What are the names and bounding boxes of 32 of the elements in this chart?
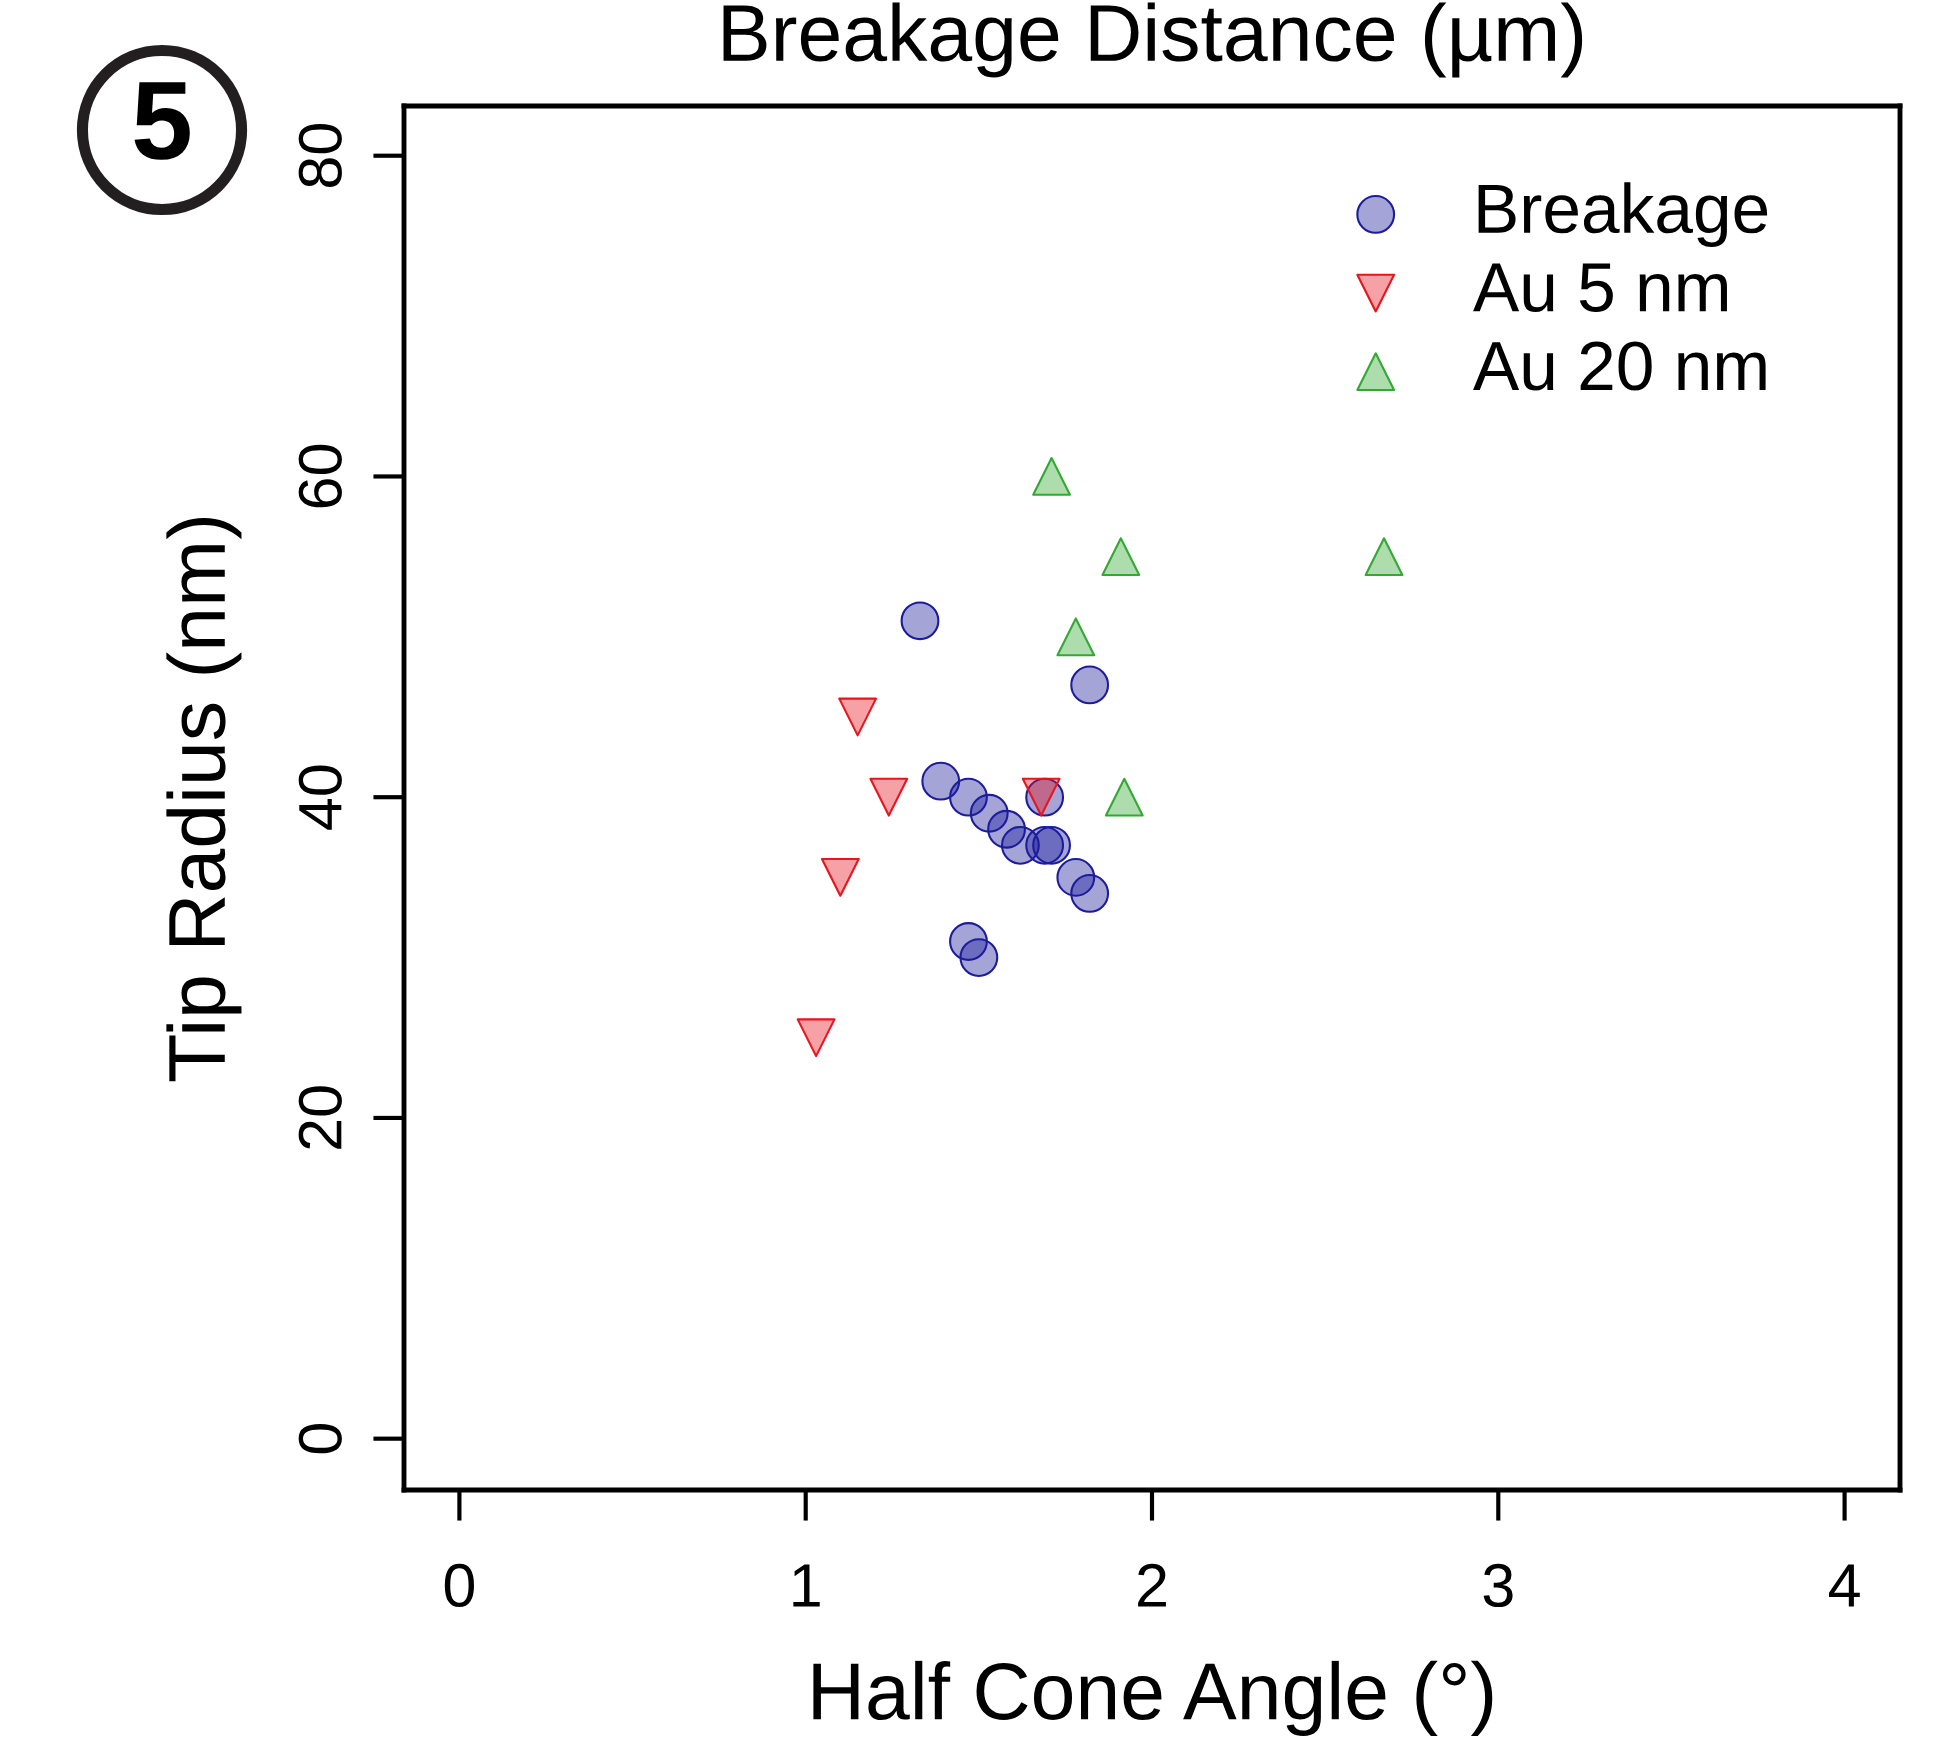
- x-tick-label: 2: [1138, 1563, 1166, 1607]
- legend-label: Breakage: [1478, 182, 1768, 248]
- y-tick-label: 40: [298, 765, 342, 830]
- point: [1364, 537, 1404, 577]
- point: [838, 697, 878, 737]
- point: [959, 938, 999, 977]
- legend-label: Au 20 nm: [1473, 341, 1766, 391]
- point: [869, 777, 909, 817]
- y-tick-label: 0: [298, 1424, 342, 1454]
- point: [1070, 874, 1110, 913]
- legend-label: Au 5 nm: [1473, 263, 1727, 312]
- y-tick-label: 80: [298, 124, 342, 188]
- x-axis-title: Half Cone Angle (°): [813, 1660, 1493, 1736]
- chart-title: Breakage Distance (µm): [723, 2, 1583, 78]
- point: [900, 601, 940, 641]
- text: 5: [134, 82, 190, 160]
- x-tick-label: 4: [1829, 1564, 1860, 1607]
- point: [1104, 777, 1144, 817]
- y-tick-label: 20: [298, 1086, 342, 1149]
- x-tick-label: 3: [1483, 1563, 1513, 1608]
- x-tick-label: 0: [444, 1563, 475, 1608]
- point: [820, 857, 860, 897]
- point: [1032, 825, 1071, 865]
- point: [1070, 665, 1110, 705]
- y-axis-title: Tip Radius (nm): [166, 518, 242, 1082]
- x-tick-label: 1: [793, 1564, 820, 1607]
- point: [1101, 537, 1141, 577]
- point: [1032, 457, 1071, 496]
- point: [796, 1018, 836, 1058]
- point: [1056, 617, 1096, 657]
- point: [921, 761, 961, 801]
- y-tick-label: 60: [298, 444, 342, 508]
